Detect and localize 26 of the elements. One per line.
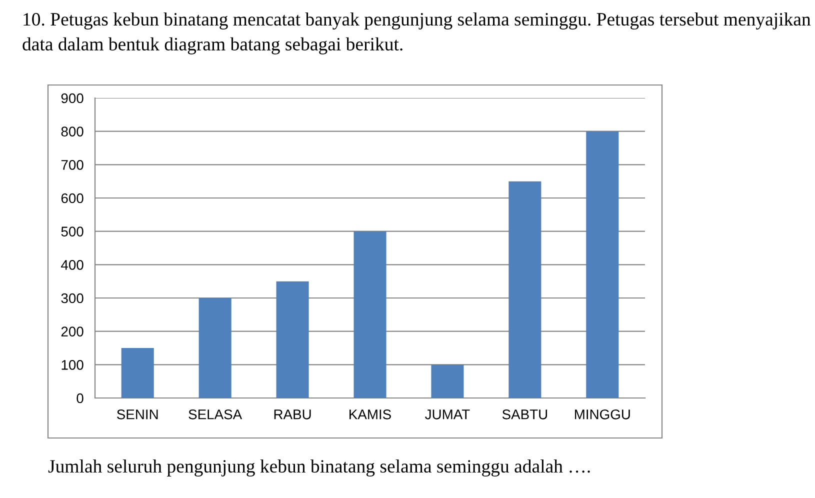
y-tick-label: 700: [61, 160, 84, 170]
bar: [276, 281, 309, 398]
y-tick-label: 400: [61, 260, 84, 270]
bar: [508, 181, 542, 398]
x-tick-label: RABU: [274, 410, 311, 420]
bar: [431, 364, 464, 398]
bar: [198, 298, 232, 398]
y-tick-label: 800: [61, 126, 84, 137]
x-tick-label: KAMIS: [350, 409, 391, 420]
bar: [586, 131, 619, 398]
bar: [354, 231, 386, 398]
y-tick-label: 200: [61, 326, 84, 337]
y-tick-label: 600: [61, 193, 84, 204]
text: Jumlah seluruh pengunjung kebun binatang selama seminggu adalah ….: [48, 459, 590, 477]
x-tick-label: MINGGU: [574, 409, 630, 420]
bar: [121, 348, 154, 398]
x-tick-label: JUMAT: [425, 410, 470, 420]
y-tick-label: 500: [61, 226, 84, 237]
y-tick-label: 100: [62, 360, 84, 370]
chart-title: 10. Petugas kebun binatang mencatat banyak pengunjung selama seminggu. Petugas tersebut menyajikan data dalam bentuk diagram batang sebagai berikut.: [22, 12, 811, 54]
y-tick-label: 0: [76, 393, 84, 404]
y-tick-label: 900: [61, 93, 84, 104]
x-tick-label: SENIN: [117, 409, 158, 420]
x-tick-label: SELASA: [188, 409, 242, 420]
x-tick-label: SABTU: [502, 409, 548, 420]
y-tick-label: 300: [61, 293, 84, 304]
